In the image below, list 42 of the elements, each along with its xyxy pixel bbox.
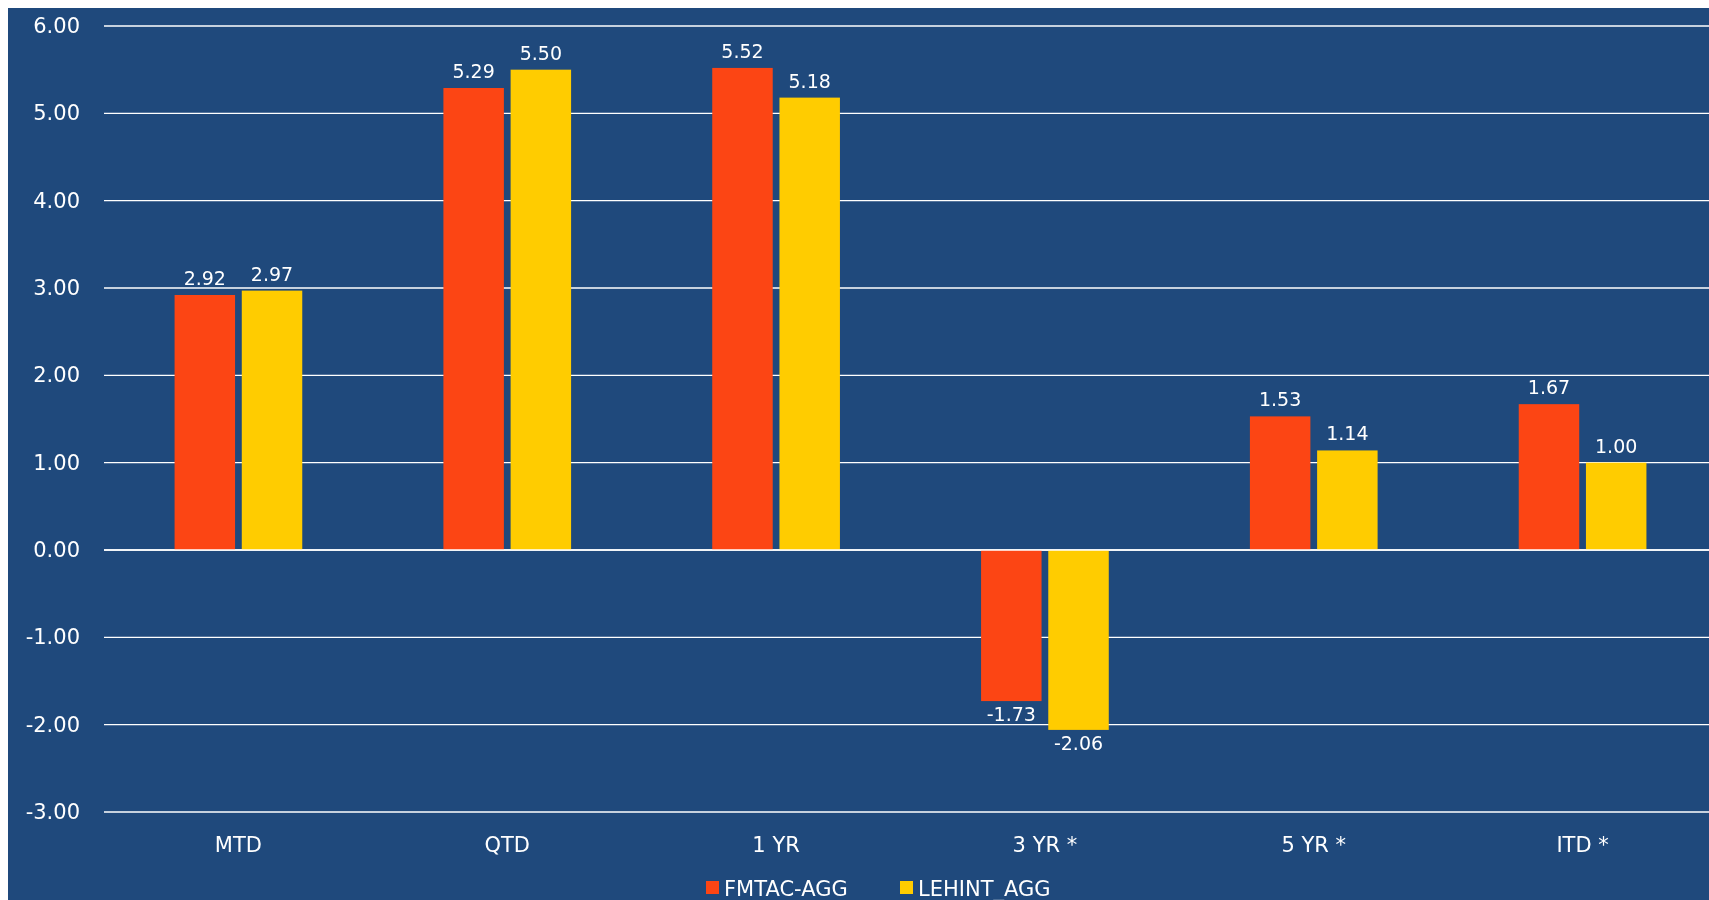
bar xyxy=(241,290,303,550)
legend-label: FMTAC-AGG xyxy=(724,877,848,900)
y-tick-label: 4.00 xyxy=(33,188,80,213)
x-tick-label: MTD xyxy=(214,833,262,857)
y-tick-label: 5.00 xyxy=(33,101,80,126)
data-label: 5.52 xyxy=(721,39,764,62)
bar xyxy=(443,88,504,550)
bar xyxy=(1518,404,1580,550)
y-tick-label: 0.00 xyxy=(33,538,80,562)
data-label: 1.00 xyxy=(1595,434,1638,457)
x-tick-label: 1 YR xyxy=(752,833,800,857)
x-tick-label: 5 YR * xyxy=(1281,833,1347,857)
data-label: 5.29 xyxy=(452,60,495,83)
bar xyxy=(1317,450,1378,550)
y-tick-label: 1.00 xyxy=(33,450,80,475)
data-label: 1.14 xyxy=(1326,422,1369,445)
x-tick-label: QTD xyxy=(484,833,531,857)
bar xyxy=(1585,462,1647,550)
y-tick-label: 6.00 xyxy=(33,14,80,38)
data-label: -1.73 xyxy=(986,703,1036,726)
data-label: 1.53 xyxy=(1258,388,1302,411)
y-tick-label: 3.00 xyxy=(33,276,80,300)
legend-label: LEHINT_AGG xyxy=(918,877,1051,900)
bar xyxy=(174,294,236,550)
data-label: 1.67 xyxy=(1527,376,1571,399)
bar xyxy=(712,67,773,550)
y-tick-label: -1.00 xyxy=(25,625,80,650)
data-label: 5.18 xyxy=(788,69,831,92)
data-label: 2.92 xyxy=(183,266,226,289)
data-label: 2.97 xyxy=(250,262,294,285)
bar xyxy=(1048,550,1109,730)
x-tick-label: 3 YR * xyxy=(1012,833,1078,857)
y-tick-label: 2.00 xyxy=(33,363,80,388)
bar xyxy=(1249,416,1311,550)
bar xyxy=(981,550,1042,702)
data-label: -2.06 xyxy=(1053,731,1104,754)
x-tick-label: ITD * xyxy=(1556,833,1609,857)
y-tick-label: -3.00 xyxy=(25,800,80,824)
bar xyxy=(779,97,840,550)
bar xyxy=(510,69,572,550)
y-tick-label: -2.00 xyxy=(25,712,80,737)
data-label: 5.50 xyxy=(519,41,563,64)
